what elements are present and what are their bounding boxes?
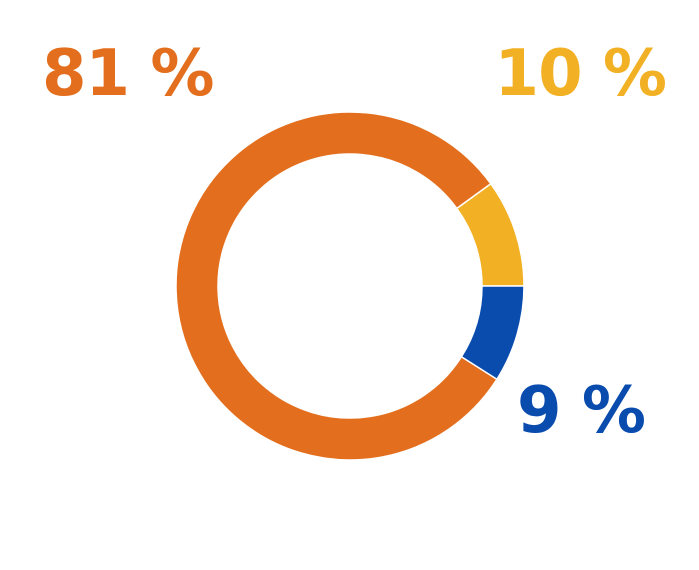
donut-slice-81-percent [175, 111, 498, 461]
slice-label-81-percent: 81 % [42, 37, 214, 111]
slice-label-9-percent: 9 % [517, 374, 646, 448]
donut-slice-9-percent [460, 285, 525, 381]
slice-label-10-percent: 10 % [494, 37, 667, 111]
donut-slices [175, 111, 525, 461]
